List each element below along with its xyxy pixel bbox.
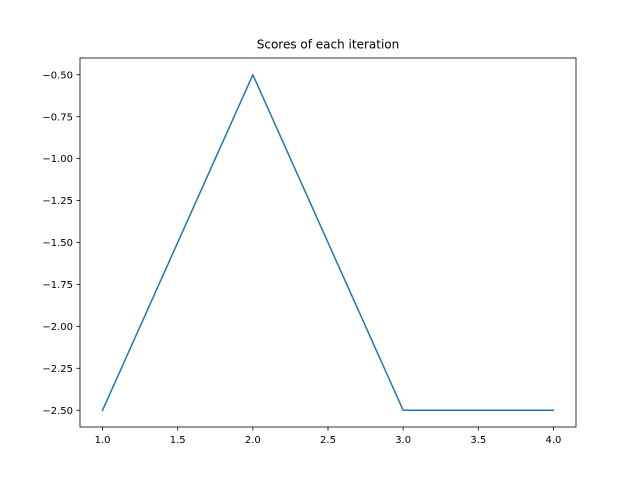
x-tick-label: 2.5 xyxy=(320,435,336,446)
x-tick-label: 1.0 xyxy=(95,435,111,446)
x-tick-label: 4.0 xyxy=(546,435,562,446)
y-tick-label: −1.25 xyxy=(42,196,73,207)
y-tick-label: −2.50 xyxy=(42,406,73,417)
y-tick-label: −2.25 xyxy=(42,364,73,375)
axes-frame xyxy=(79,57,577,428)
y-tick-label: −1.00 xyxy=(42,154,73,165)
y-tick-label: −2.00 xyxy=(42,322,73,333)
x-tick-label: 2.0 xyxy=(245,435,261,446)
y-tick-label: −1.50 xyxy=(42,238,73,249)
x-tick-label: 3.0 xyxy=(395,435,411,446)
y-tick-label: −0.75 xyxy=(42,112,73,123)
series-layer xyxy=(101,74,555,412)
chart-title: Scores of each iteration xyxy=(257,38,400,52)
y-tick-label: −1.75 xyxy=(42,280,73,291)
x-tick-label: 3.5 xyxy=(470,435,486,446)
series-line xyxy=(101,74,555,412)
x-tick-label: 1.5 xyxy=(170,435,186,446)
ticks-layer: 1.0 1.5 2.0 2.5 3.0 3.5 4.0 −0.50 −0.75 −1.00 −1.2… xyxy=(42,70,561,446)
y-tick-label: −0.50 xyxy=(42,70,73,81)
